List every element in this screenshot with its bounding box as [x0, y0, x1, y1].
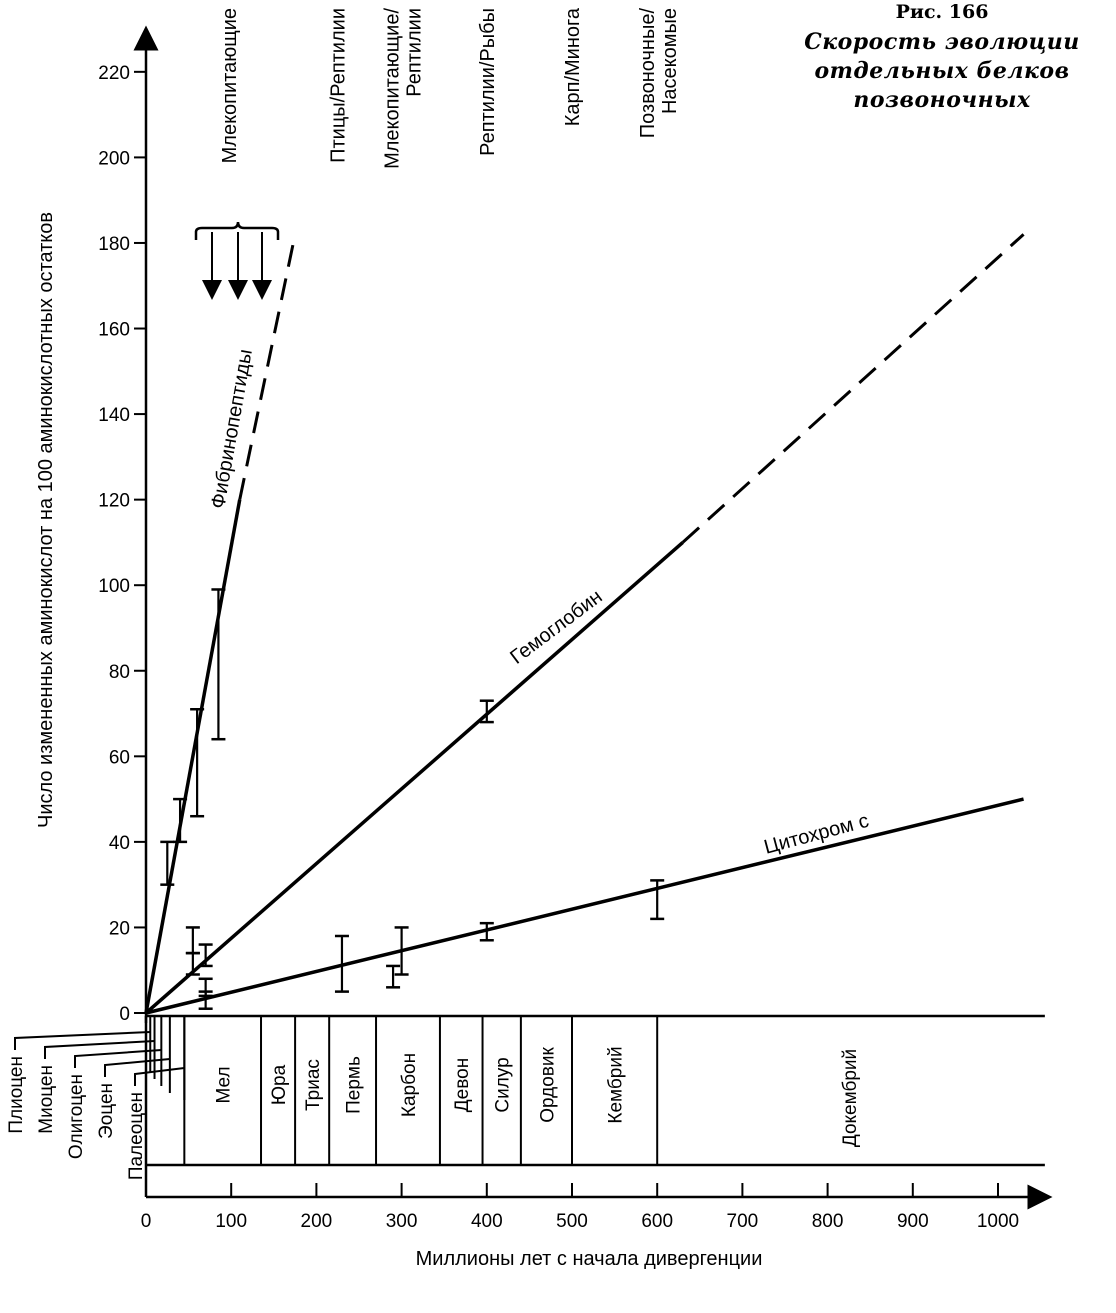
x-tick-label: 400 [471, 1211, 503, 1232]
period-label: Ордовик [537, 1047, 558, 1123]
y-tick-label: 0 [119, 1004, 130, 1025]
divergence-label: Рептилии [404, 8, 426, 97]
fibrinopeptides-error-bar [211, 588, 226, 741]
y-tick-label: 220 [98, 63, 130, 84]
x-tick-label: 500 [556, 1211, 588, 1232]
hemoglobin-error-bar [185, 926, 200, 955]
y-tick-label: 180 [98, 234, 130, 255]
hemoglobin-line [144, 541, 684, 1015]
divergence-label: Птицы/Рептилии [328, 8, 350, 163]
fibrinopeptides-dashed-extension [238, 234, 297, 500]
epoch-leader [74, 1049, 162, 1068]
axes: 0 20 40 60 80 100 120 140 160 180 200 220 0 100 200 300… [98, 25, 1053, 1232]
period-label: Триас [303, 1059, 324, 1111]
epoch-leader [104, 1058, 170, 1077]
y-tick-label: 20 [109, 918, 130, 939]
y-tick-label: 60 [109, 747, 130, 768]
period-label: Карбон [399, 1053, 420, 1117]
caption-line-2: отдельных белков [814, 58, 1070, 84]
series-lines [144, 233, 1025, 1015]
epoch-label: Эоцен [96, 1083, 117, 1139]
fibrinopeptides-error-bar [160, 840, 175, 886]
y-tick-label: 200 [98, 148, 130, 169]
y-tick-label: 120 [98, 491, 130, 512]
cytochrome-c-error-bar [650, 879, 665, 921]
figure-title-block: Рис. 166 Скорость эволюции отдельных бел… [782, 0, 1102, 115]
y-tick-label: 160 [98, 320, 130, 341]
series-label-fibrinopeptides: Фибринопептиды [207, 348, 257, 511]
divergence-label: Карп/Минога [562, 7, 584, 126]
period-label: Силур [493, 1057, 514, 1112]
error-bars [160, 588, 665, 1010]
x-tick-label: 300 [386, 1211, 418, 1232]
hemoglobin-error-bar [185, 951, 200, 976]
x-tick-label: 700 [727, 1211, 759, 1232]
hemoglobin-error-bar [198, 943, 213, 968]
period-label: Мел [214, 1066, 235, 1103]
y-axis-label: Число измененных аминокислот на 100 амин… [35, 212, 57, 828]
cytochrome-c-error-bar [386, 964, 401, 989]
x-tick-label: 0 [141, 1211, 152, 1232]
period-label: Кембрий [606, 1046, 627, 1123]
divergence-label: Млекопитающие/ [382, 8, 404, 169]
cytochrome-c-error-bar [479, 921, 494, 942]
x-tick-label: 100 [215, 1211, 247, 1232]
hemoglobin-dashed-extension [681, 233, 1025, 544]
divergence-label: Насекомые [659, 8, 681, 114]
mammal-brace [194, 221, 280, 240]
x-tick-label: 800 [812, 1211, 844, 1232]
epoch-label: Олигоцен [66, 1074, 87, 1159]
period-label: Юра [269, 1064, 290, 1105]
fibrinopeptides-line [144, 499, 242, 1014]
epoch-label: Плиоцен [6, 1056, 27, 1134]
y-tick-label: 100 [98, 576, 130, 597]
series-label-hemoglobin: Гемоглобин [506, 586, 606, 669]
x-tick-label: 1000 [977, 1211, 1019, 1232]
y-tick-label: 80 [109, 662, 130, 683]
epoch-label: Миоцен [36, 1065, 57, 1134]
fibrinopeptides-error-bar [173, 797, 188, 844]
epoch-leader [44, 1040, 155, 1059]
cytochrome-c-line [145, 797, 1024, 1015]
divergence-label: Рептилии/Рыбы [477, 8, 499, 156]
figure-number: Рис. 166 [895, 1, 989, 23]
divergence-label: Позвоночные/ [637, 8, 659, 139]
geologic-timescale: Мел Юра Триас Пермь Карбон Девон Силур Ордовик К… [6, 1014, 1045, 1197]
epoch-leader [14, 1031, 151, 1050]
period-label: Девон [452, 1058, 473, 1112]
epoch-leader [134, 1067, 185, 1086]
x-tick-label: 200 [301, 1211, 333, 1232]
divergence-label: Млекопитающие [219, 8, 241, 163]
x-axis-label: Миллионы лет с начала дивергенции [416, 1248, 763, 1270]
y-tick-label: 140 [98, 405, 130, 426]
x-tick-label: 900 [897, 1211, 929, 1232]
caption-line-1: Скорость эволюции [804, 29, 1080, 55]
y-tick-label: 40 [109, 833, 130, 854]
caption-line-3: позвоночных [853, 87, 1031, 113]
epoch-label: Палеоцен [126, 1092, 147, 1180]
period-label: Пермь [344, 1056, 365, 1114]
x-tick-label: 600 [641, 1211, 673, 1232]
fibrinopeptides-error-bar [190, 708, 205, 818]
period-label: Докембрий [840, 1049, 861, 1147]
cytochrome-c-error-bar [334, 934, 349, 993]
figure-caption: Скорость эволюции отдельных белков позво… [782, 28, 1102, 115]
cytochrome-c-error-bar [198, 990, 213, 998]
cytochrome-c-error-bar [394, 926, 409, 976]
hemoglobin-error-bar [479, 699, 494, 724]
